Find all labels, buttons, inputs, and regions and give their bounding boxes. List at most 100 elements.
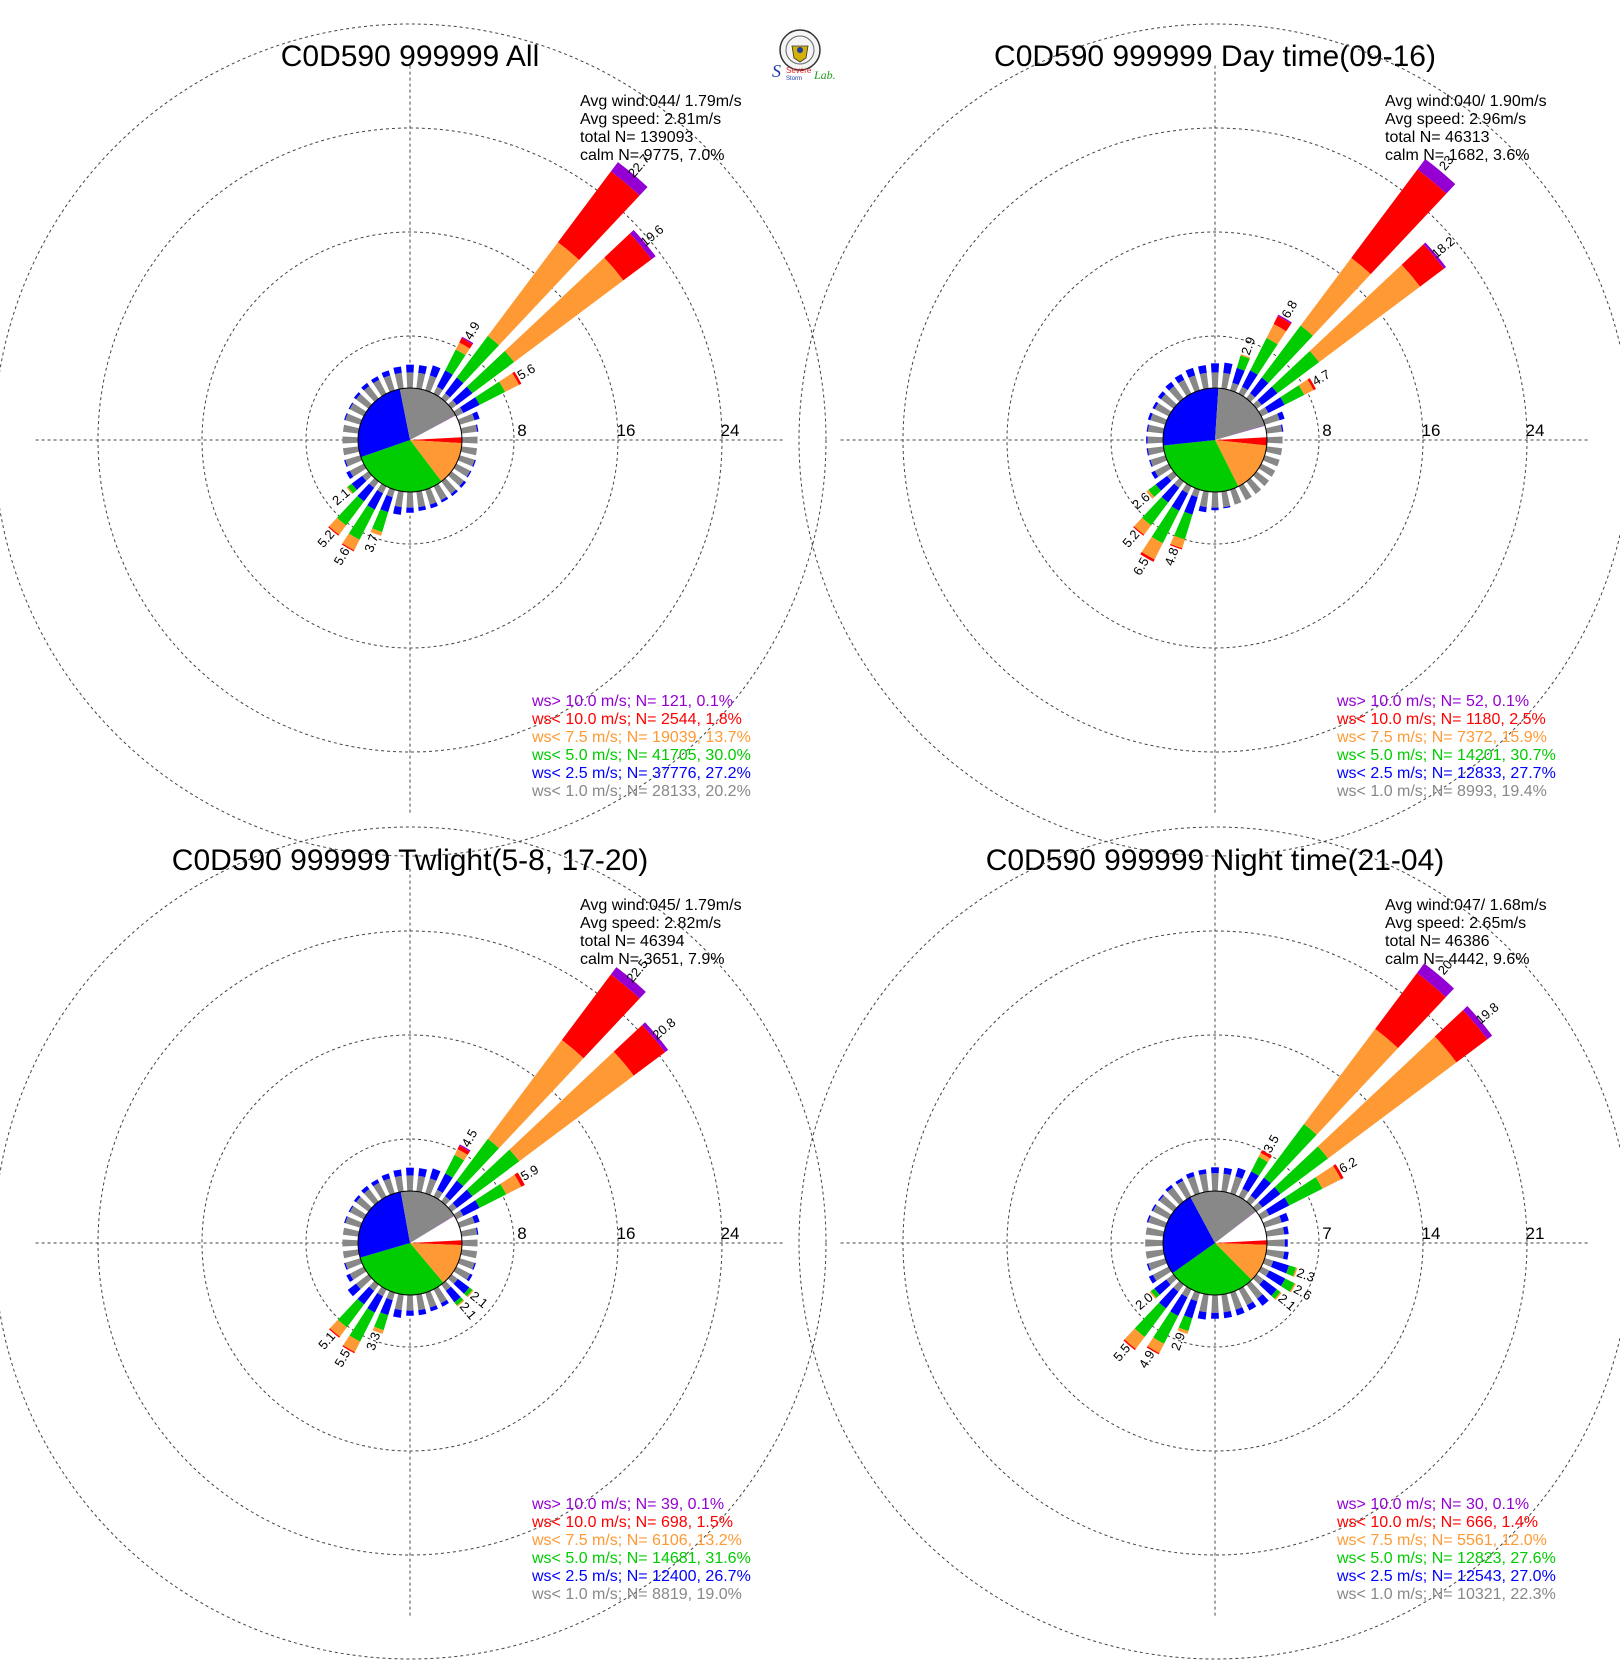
pie-outline <box>357 387 463 493</box>
bar-segment <box>1191 487 1200 498</box>
petal-calm-segment <box>1147 436 1164 444</box>
petal-segment <box>1165 381 1175 391</box>
bar-segment <box>1284 1177 1323 1206</box>
bar-segment <box>1238 386 1248 397</box>
petal-calm-segment <box>394 490 404 508</box>
bar-segment <box>1434 1010 1488 1063</box>
petal-calm-segment <box>1154 403 1172 417</box>
bar-segment <box>1258 1187 1281 1208</box>
petal-calm-segment <box>1145 1249 1165 1259</box>
bar-segment <box>1257 386 1278 405</box>
bar-segment <box>1170 535 1185 549</box>
bar-segment <box>1270 1260 1289 1274</box>
bar-segment <box>341 543 355 552</box>
petal-segment <box>1211 1312 1219 1319</box>
petal-segment <box>393 505 402 515</box>
bar-segment <box>452 386 473 405</box>
bar-segment <box>1150 1288 1160 1298</box>
petal-segment <box>1198 1169 1207 1175</box>
petal-calm-segment <box>416 490 426 508</box>
petal-segment <box>348 402 354 410</box>
bar-segment <box>460 1200 480 1217</box>
bar-segment <box>1167 471 1178 481</box>
ring-label: 16 <box>617 1224 636 1243</box>
petal-segment <box>1210 363 1220 373</box>
bar-segment <box>561 974 640 1059</box>
ring-label: 8 <box>517 1224 526 1243</box>
petal-segment <box>1284 1239 1288 1247</box>
bar-segment <box>1258 1152 1271 1163</box>
petal-segment <box>1175 1178 1184 1185</box>
petal-segment <box>344 413 348 421</box>
legend-entry: ws< 7.5 m/s; N= 19039, 13.7% <box>531 729 751 746</box>
petal-segment <box>393 1308 402 1318</box>
bar-segment <box>460 397 480 414</box>
bar-segment <box>464 1287 473 1297</box>
bar-segment <box>475 381 506 405</box>
bar-segment <box>362 471 373 481</box>
pie-slice-lt1 <box>399 388 456 440</box>
petal-segment <box>361 1185 370 1194</box>
stat-line: total N= 139093 <box>580 129 694 146</box>
petal-calm-segment <box>1221 490 1231 508</box>
stat-line: calm N= 1682, 3.6% <box>1385 147 1530 164</box>
bar-segment <box>454 1149 468 1161</box>
bar-segment <box>1251 1156 1268 1176</box>
petal-calm-segment <box>342 1239 359 1247</box>
legend-entry: ws< 5.0 m/s; N= 12823, 27.6% <box>1336 1550 1556 1567</box>
petal-segment <box>406 1310 414 1316</box>
bar-segment <box>445 349 466 375</box>
logo-storm-text: Storm <box>786 76 802 82</box>
bar-segment <box>487 1040 584 1149</box>
bar-segment <box>445 377 464 398</box>
bar-segment <box>1280 385 1305 405</box>
stat-line: calm N= 9775, 7.0% <box>580 147 725 164</box>
petal-calm-segment <box>1167 1187 1184 1205</box>
bar-segment <box>386 487 395 498</box>
petal-segment <box>1223 1311 1233 1319</box>
pie-slice-lt7_5 <box>410 1243 462 1283</box>
petal-calm-segment <box>1266 436 1283 444</box>
petal-calm-segment <box>342 1227 360 1237</box>
bar-label: 4.8 <box>1161 545 1181 567</box>
petal-calm-segment <box>349 1266 367 1280</box>
bar-segment <box>1265 1270 1286 1287</box>
bar-segment <box>514 1172 525 1187</box>
ring-label: 24 <box>1526 421 1545 440</box>
petal-calm-segment <box>457 1258 475 1270</box>
legend-entry: ws< 2.5 m/s; N= 37776, 27.2% <box>531 765 751 782</box>
petal-calm-segment <box>1147 446 1165 456</box>
bar-label: 2.3 <box>1295 1265 1317 1285</box>
petal-segment <box>344 459 348 467</box>
petal-segment <box>1152 401 1159 410</box>
petal-calm-segment <box>1253 471 1269 487</box>
petal-segment <box>1151 470 1159 479</box>
bar-segment <box>1240 354 1251 359</box>
petal-segment <box>418 1168 427 1178</box>
petal-calm-segment <box>461 436 478 444</box>
petal-segment <box>1198 365 1207 375</box>
petal-segment <box>440 496 449 503</box>
petal-calm-segment <box>363 386 379 402</box>
bar-segment <box>466 351 515 394</box>
bar-segment <box>499 373 520 392</box>
bar-segment <box>1289 1283 1296 1293</box>
bar-segment <box>1236 355 1250 371</box>
stat-line: calm N= 3651, 7.9% <box>580 951 725 968</box>
bar-segment <box>1134 1302 1167 1337</box>
petal-segment <box>472 459 476 467</box>
stat-line: Avg speed: 2.82m/s <box>580 915 721 932</box>
bar-segment <box>1142 496 1169 526</box>
petal-segment <box>1165 1184 1173 1192</box>
petal-segment <box>346 1273 354 1282</box>
petal-calm-segment <box>1265 1249 1285 1259</box>
bar-segment <box>1174 477 1184 488</box>
petal-calm-segment <box>457 413 475 425</box>
bar-segment <box>346 486 354 495</box>
bar-segment <box>1148 484 1161 497</box>
petal-segment <box>418 365 427 375</box>
petal-calm-segment <box>383 1178 395 1196</box>
petal-calm-segment <box>1262 413 1280 425</box>
bar-segment <box>613 1024 666 1076</box>
petal-segment <box>346 470 354 479</box>
